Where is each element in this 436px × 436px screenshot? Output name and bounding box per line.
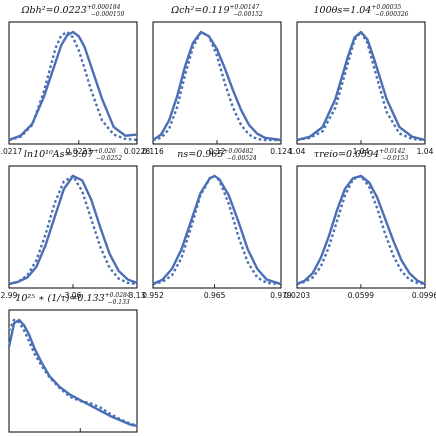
- panel-title: ns=0.965+0.00482 −0.00524: [177, 148, 257, 162]
- x-tick-label: 0.12: [209, 147, 226, 156]
- title-lower-bound: −0.133: [108, 299, 130, 306]
- x-tick-label: 0.0228: [124, 147, 150, 156]
- x-tick-label: 0.116: [142, 147, 164, 156]
- x-tick-label: 0.0217: [0, 147, 22, 156]
- panel-7: 10²⁵ ∗ (1/τ)=0.133+0.0284−0.13300.2810.5…: [7, 292, 148, 436]
- posterior-curve-solid: [7, 318, 138, 428]
- title-main: ln10¹⁰As=3.07: [24, 149, 95, 160]
- title-upper-bound: +0.0142: [379, 148, 405, 155]
- posterior-curve-dotted: [7, 318, 138, 427]
- title-main: Ωch²=0.119: [170, 5, 229, 16]
- posterior-curve-solid: [296, 174, 426, 286]
- x-tick-label: 0.0996: [412, 291, 436, 300]
- panel-title: Ωch²=0.119+0.00147 −0.00152: [170, 4, 263, 18]
- panel-title: Ωbh²=0.0223+0.000184 −0.000159: [21, 4, 125, 18]
- title-upper-bound: +0.00147: [229, 4, 259, 11]
- panel-4: ln10¹⁰As=3.07+0.026 −0.0252 2.99 3.06 3.13: [1, 148, 146, 300]
- panel-5: ns=0.965+0.00482 −0.00524 0.952 0.965 0.979: [142, 148, 292, 300]
- title-main: 10²⁵ ∗ (1/τ)=0.133: [15, 293, 104, 304]
- plot-frame: [152, 165, 282, 289]
- panel-title: 10²⁵ ∗ (1/τ)=0.133+0.0284 −0.133: [15, 292, 130, 306]
- title-lower-bound: −0.000326: [375, 11, 409, 18]
- x-tick-label: 0.124: [270, 147, 292, 156]
- posterior-curve-dotted: [152, 30, 281, 142]
- title-upper-bound: +0.00035: [371, 4, 401, 11]
- posterior-curve-solid: [296, 30, 426, 142]
- x-tick-label: 3.06: [65, 291, 82, 300]
- x-tick-label: 0.0203: [284, 291, 310, 300]
- x-tick-label: 0.965: [204, 291, 226, 300]
- posterior-curve-dotted: [8, 174, 138, 286]
- posterior-curve-solid: [152, 30, 282, 142]
- title-upper-bound: +0.000184: [87, 4, 121, 11]
- plot-frame: [296, 165, 426, 289]
- x-tick-label: 3.13: [129, 291, 146, 300]
- title-lower-bound: −0.000159: [91, 11, 125, 18]
- x-tick-label: 1.04: [353, 147, 370, 156]
- title-upper-bound: +0.026: [94, 148, 116, 155]
- posterior-curve-dotted: [8, 30, 138, 142]
- panel-title: τreio=0.0594+0.0142 −0.0153: [314, 148, 409, 162]
- title-main: ns=0.965: [177, 149, 223, 160]
- x-tick-label: 1.04: [289, 147, 306, 156]
- title-upper-bound: +0.0284: [105, 292, 131, 299]
- panel-2: Ωch²=0.119+0.00147 −0.00152 0.116 0.12 0.124: [142, 4, 292, 156]
- title-lower-bound: −0.00152: [233, 11, 263, 18]
- x-tick-label: 2.99: [1, 291, 18, 300]
- posterior-curve-dotted: [296, 29, 426, 142]
- panel-title: ln10¹⁰As=3.07+0.026 −0.0252: [24, 148, 122, 162]
- posterior-curve-dotted: [152, 174, 282, 286]
- x-tick-label: 0.952: [142, 291, 164, 300]
- title-lower-bound: −0.00524: [227, 155, 257, 162]
- title-upper-bound: +0.00482: [223, 148, 253, 155]
- title-main: τreio=0.0594: [314, 149, 379, 160]
- plot-frame: [8, 21, 138, 145]
- title-main: 100θs=1.04: [314, 5, 372, 16]
- title-main: Ωbh²=0.0223: [21, 5, 87, 16]
- panel-3: 100θs=1.04+0.00035 −0.000326 1.04 1.04 1.04: [289, 4, 434, 156]
- posterior-curve-solid: [8, 30, 138, 142]
- posterior-curve-solid: [152, 174, 282, 286]
- x-tick-label: 0.0223: [66, 147, 92, 156]
- plot-frame: [152, 21, 282, 145]
- posterior-curve-dotted: [296, 174, 426, 286]
- panel-6: τreio=0.0594+0.0142 −0.0153 0.0203 0.0599 0.…: [284, 148, 436, 300]
- x-tick-label: 1.04: [417, 147, 434, 156]
- x-tick-label: 0.979: [270, 291, 292, 300]
- panel-1: Ωbh²=0.0223+0.000184−0.000159 0.0217 0.022…: [0, 4, 150, 156]
- plot-frame: [8, 309, 138, 433]
- x-tick-label: 0.0599: [348, 291, 374, 300]
- plot-frame: [296, 21, 426, 145]
- title-lower-bound: −0.0252: [96, 155, 122, 162]
- panel-title: 100θs=1.04+0.00035 −0.000326: [314, 4, 409, 18]
- title-lower-bound: −0.0153: [382, 155, 408, 162]
- posterior-curve-solid: [8, 174, 138, 286]
